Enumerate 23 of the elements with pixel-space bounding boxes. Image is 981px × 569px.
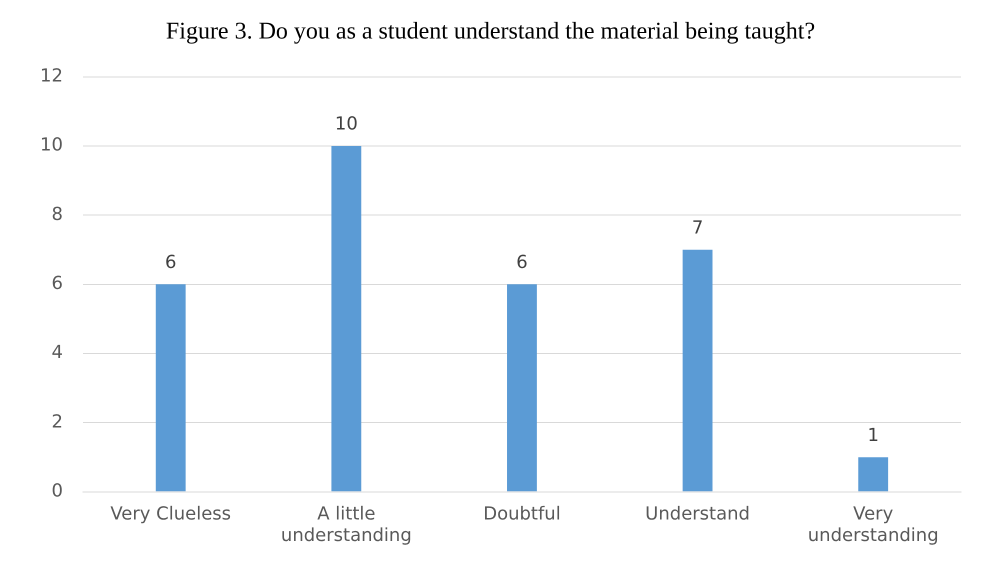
- data-label: 10: [334, 114, 358, 135]
- x-tick-label: Very understanding: [808, 503, 939, 546]
- y-tick-label: 2: [51, 411, 63, 432]
- x-tick-label: Understand: [645, 503, 750, 524]
- bar: [507, 284, 537, 492]
- data-label: 6: [516, 252, 528, 273]
- x-tick-label: Very Clueless: [110, 503, 232, 524]
- y-tick-label: 4: [51, 342, 63, 364]
- y-tick-label: 10: [40, 134, 63, 156]
- y-tick-label: 0: [51, 480, 63, 502]
- bar: [858, 457, 888, 492]
- y-tick-label: 8: [51, 204, 63, 225]
- x-tick-label: Doubtful: [483, 503, 561, 524]
- y-tick-label: 12: [40, 65, 63, 86]
- data-label: 6: [164, 252, 176, 273]
- data-label: 1: [867, 424, 879, 446]
- chart-title: Figure 3. Do you as a student understand the material being taught?: [166, 18, 816, 45]
- bar: [682, 250, 712, 492]
- data-label: 7: [692, 217, 704, 238]
- y-tick-label: 6: [51, 272, 63, 294]
- x-tick-label: A little understanding: [280, 503, 412, 546]
- bar: [156, 284, 186, 492]
- bar: [331, 146, 362, 492]
